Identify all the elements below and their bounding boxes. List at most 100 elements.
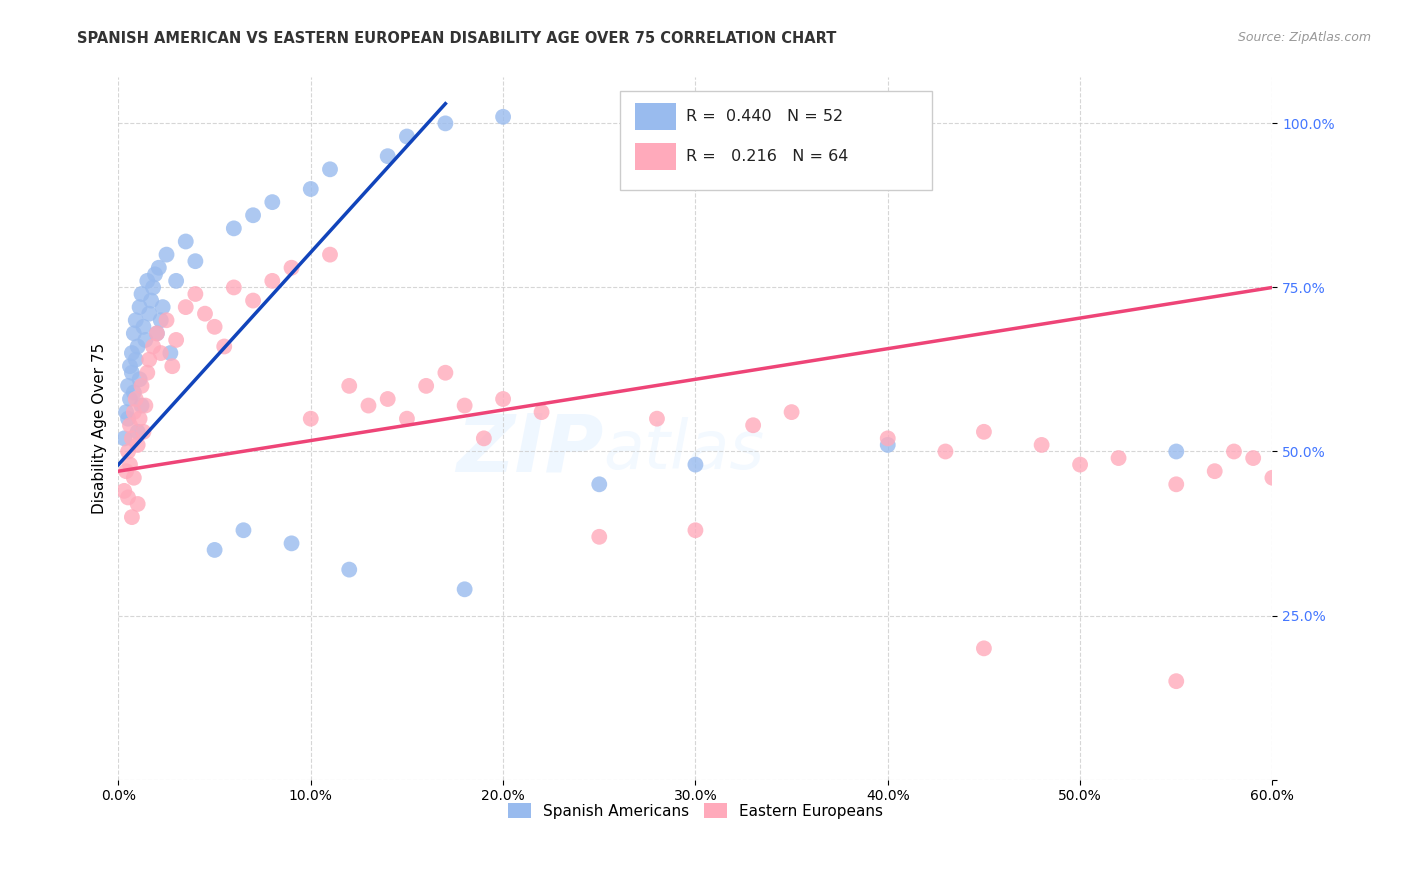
Point (121, 346, 143, 360)
Point (377, 149, 399, 163)
Point (194, 307, 217, 321)
Point (319, 247, 342, 261)
Point (128, 300, 150, 314)
Point (122, 405, 145, 419)
Point (588, 477, 610, 491)
Point (138, 307, 160, 321)
Point (377, 392, 399, 406)
Y-axis label: Disability Age Over 75: Disability Age Over 75 (93, 343, 107, 514)
Point (434, 116, 457, 130)
Point (127, 497, 149, 511)
Point (146, 326, 169, 341)
Point (472, 431, 495, 445)
Point (115, 405, 138, 419)
Bar (636, 144, 676, 170)
Point (122, 326, 145, 341)
Point (280, 260, 302, 275)
Point (242, 293, 264, 308)
Point (142, 339, 165, 353)
Point (492, 110, 515, 124)
Point (127, 339, 149, 353)
Point (117, 379, 139, 393)
Point (165, 274, 187, 288)
Point (212, 339, 235, 353)
Point (530, 405, 553, 419)
Point (127, 425, 149, 439)
Point (299, 182, 322, 196)
Point (121, 510, 143, 524)
Point (174, 300, 197, 314)
Point (299, 411, 322, 425)
Point (112, 431, 135, 445)
Point (125, 352, 148, 367)
Point (876, 431, 898, 445)
Point (134, 333, 156, 347)
Point (934, 444, 956, 458)
Point (162, 359, 184, 374)
Legend: Spanish Americans, Eastern Europeans: Spanish Americans, Eastern Europeans (502, 797, 890, 824)
Point (174, 235, 197, 249)
Point (453, 399, 475, 413)
Point (1166, 477, 1188, 491)
Point (142, 280, 165, 294)
Point (117, 411, 139, 425)
Point (159, 346, 181, 360)
Point (204, 543, 226, 558)
Point (232, 523, 254, 537)
Text: R =   0.216   N = 64: R = 0.216 N = 64 (686, 149, 849, 164)
Point (876, 438, 898, 452)
Text: SPANISH AMERICAN VS EASTERN EUROPEAN DISABILITY AGE OVER 75 CORRELATION CHART: SPANISH AMERICAN VS EASTERN EUROPEAN DIS… (77, 31, 837, 46)
Point (280, 536, 302, 550)
Point (222, 280, 245, 294)
Point (148, 260, 170, 275)
Point (149, 313, 172, 327)
Point (118, 458, 141, 472)
Point (125, 392, 148, 406)
Point (138, 352, 160, 367)
Text: Source: ZipAtlas.com: Source: ZipAtlas.com (1237, 31, 1371, 45)
Point (118, 392, 141, 406)
Point (337, 563, 360, 577)
Point (588, 530, 610, 544)
Point (395, 411, 418, 425)
Point (115, 464, 138, 478)
Point (453, 582, 475, 597)
Point (1031, 438, 1053, 452)
Point (139, 293, 162, 308)
Point (184, 254, 207, 268)
Point (136, 366, 159, 380)
Point (152, 300, 174, 314)
Point (128, 372, 150, 386)
Point (395, 129, 418, 144)
Bar (636, 103, 676, 130)
Point (415, 379, 437, 393)
Point (121, 366, 143, 380)
Point (1223, 444, 1246, 458)
Point (117, 444, 139, 458)
Point (1108, 451, 1130, 466)
Point (1166, 444, 1188, 458)
Point (204, 319, 226, 334)
Point (132, 425, 155, 439)
Point (222, 221, 245, 235)
Point (118, 359, 141, 374)
Point (122, 385, 145, 400)
Point (1241, 451, 1264, 466)
Point (492, 392, 515, 406)
Point (973, 641, 995, 656)
Point (262, 195, 284, 210)
Point (1069, 458, 1091, 472)
Point (262, 274, 284, 288)
Text: atlas: atlas (603, 417, 765, 483)
Point (132, 319, 155, 334)
Point (112, 483, 135, 498)
FancyBboxPatch shape (620, 92, 932, 190)
Point (131, 379, 153, 393)
Point (118, 418, 141, 433)
Point (1261, 471, 1284, 485)
Point (155, 313, 177, 327)
Point (131, 287, 153, 301)
Point (434, 366, 457, 380)
Point (146, 326, 169, 341)
Text: R =  0.440   N = 52: R = 0.440 N = 52 (686, 109, 844, 124)
